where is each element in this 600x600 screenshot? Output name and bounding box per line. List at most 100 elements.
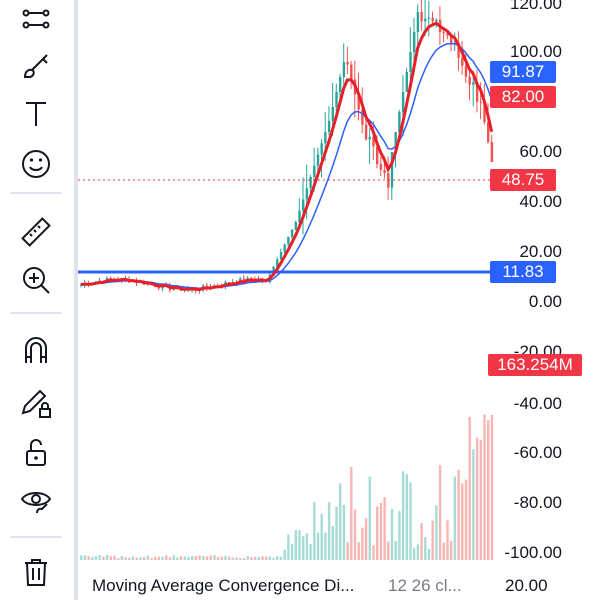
volume-bar: [438, 465, 442, 560]
volume-bar: [154, 556, 157, 560]
volume-bar: [420, 523, 423, 560]
candle-body: [320, 143, 323, 155]
volume-bar: [83, 555, 87, 560]
unlock-icon[interactable]: [14, 430, 58, 474]
volume-bar: [231, 557, 235, 560]
volume-bar: [187, 556, 190, 560]
candle-body: [350, 64, 353, 80]
volume-bar: [146, 555, 149, 560]
volume-bar: [105, 555, 109, 560]
candle-body: [446, 33, 449, 36]
volume-bar: [265, 556, 268, 560]
volume-bar: [283, 549, 286, 560]
candle-body: [416, 12, 420, 32]
volume-bar: [309, 543, 312, 560]
ma-blue-price-tag: 91.87: [490, 61, 556, 83]
candle-body: [316, 154, 320, 166]
volume-bar: [305, 533, 309, 560]
volume-bar: [142, 556, 146, 560]
volume-bar: [91, 556, 94, 560]
volume-bar: [220, 556, 223, 560]
toolbar-divider[interactable]: [74, 0, 78, 600]
volume-bar: [235, 557, 238, 560]
price-chart[interactable]: [78, 0, 600, 570]
volume-bar: [479, 439, 482, 560]
indicator-legend[interactable]: Moving Average Convergence Di... 12 26 c…: [78, 570, 498, 600]
volume-bar: [94, 555, 98, 560]
volume-axis-label: -100.00: [504, 543, 562, 562]
horizontal-line-price-tag[interactable]: 11.83: [490, 261, 556, 283]
volume-bar: [202, 555, 205, 560]
volume-bar: [161, 556, 164, 560]
candle-body: [294, 222, 297, 230]
emoji-icon[interactable]: [14, 142, 58, 186]
ruler-icon[interactable]: [14, 210, 58, 254]
candle-body: [413, 32, 416, 52]
candle-body: [450, 35, 453, 44]
volume-bar: [294, 530, 297, 560]
volume-bar: [80, 555, 83, 560]
candle-body: [283, 244, 286, 252]
volume-bar: [405, 474, 408, 560]
volume-bar: [353, 509, 357, 560]
volume-bar: [316, 532, 320, 560]
last-price-tag: 48.75: [490, 169, 556, 191]
volume-bar: [268, 556, 272, 560]
volume-bar: [427, 548, 431, 560]
volume-bar: [276, 556, 279, 560]
brush-icon[interactable]: [14, 44, 58, 88]
candle-body: [339, 77, 342, 92]
volume-bar: [324, 532, 327, 560]
volume-bar: [124, 557, 127, 560]
candle-body: [357, 94, 360, 110]
volume-axis-label: -60.00: [513, 443, 562, 462]
volume-axis-label: -40.00: [513, 394, 562, 413]
magnet-icon[interactable]: [14, 328, 58, 372]
volume-bar: [383, 497, 386, 560]
volume-bar: [390, 508, 394, 560]
text-icon[interactable]: [14, 92, 58, 136]
price-axis-label: 20.00: [519, 242, 562, 261]
candle-body: [431, 17, 434, 22]
volume-bar: [102, 556, 105, 560]
volume-bar: [339, 483, 342, 560]
volume-bar: [213, 555, 216, 560]
candle-body: [427, 17, 431, 19]
eye-icon[interactable]: [14, 478, 58, 522]
candle-body: [372, 136, 375, 147]
candle-body: [279, 252, 283, 260]
price-axis-label: 120.00: [510, 0, 562, 13]
volume-bar: [179, 556, 183, 560]
volume-bar: [387, 541, 390, 560]
indicator-name[interactable]: Moving Average Convergence Di...: [92, 576, 355, 595]
candle-body: [361, 109, 364, 125]
volume-bar: [401, 471, 405, 560]
volume-bar: [157, 556, 161, 560]
drawing-toolbar: [0, 0, 74, 600]
candle-body: [401, 92, 405, 112]
lines-tool-icon[interactable]: [14, 0, 58, 44]
zoom-in-icon[interactable]: [14, 258, 58, 302]
volume-bar: [135, 557, 138, 560]
volume-bar: [205, 556, 209, 560]
candle-body: [435, 19, 438, 22]
candle-body: [324, 132, 327, 144]
candle-body: [487, 122, 490, 142]
volume-bar: [472, 449, 475, 560]
candle-body: [368, 136, 371, 140]
indicator-params: 12 26 cl...: [388, 576, 462, 595]
volume-bar: [261, 556, 264, 560]
volume-bar: [228, 556, 231, 560]
volume-bar: [335, 506, 338, 560]
volume-bar: [331, 525, 334, 560]
volume-bar: [128, 557, 131, 560]
volume-bar: [165, 555, 168, 560]
volume-bar: [302, 536, 305, 560]
volume-bar: [483, 414, 486, 560]
candle-body: [335, 92, 338, 107]
volume-bar: [298, 530, 301, 560]
toolbar-separator: [10, 192, 62, 194]
lock-drawing-icon[interactable]: [14, 380, 58, 424]
trash-icon[interactable]: [14, 550, 58, 594]
volume-bar: [87, 556, 90, 560]
